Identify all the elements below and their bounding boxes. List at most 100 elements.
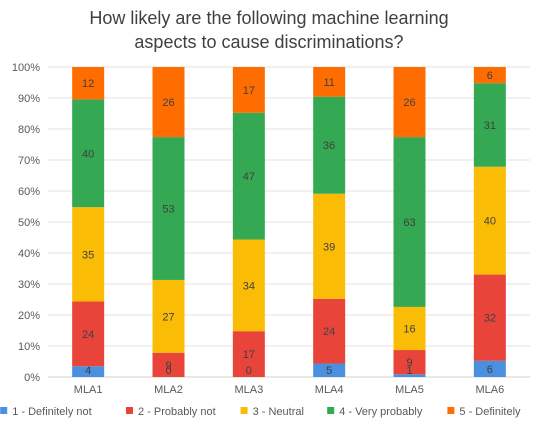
legend-swatch xyxy=(327,407,335,414)
bar-segment xyxy=(473,67,506,84)
bar-segment xyxy=(473,166,506,275)
data-labels: 4243540120927532601734471752439361119166… xyxy=(82,70,496,377)
legend-label: 4 - Very probably xyxy=(339,406,423,418)
data-label: 17 xyxy=(243,349,255,361)
bar-segment xyxy=(72,99,105,208)
bar-segment xyxy=(232,112,265,240)
data-label: 12 xyxy=(82,78,94,90)
x-category-label: MLA2 xyxy=(154,384,183,396)
bars xyxy=(72,67,506,377)
legend-swatch xyxy=(0,407,8,414)
legend-swatch xyxy=(447,407,455,414)
bar-segment xyxy=(393,137,426,307)
data-label: 9 xyxy=(406,357,412,369)
bar-segment xyxy=(72,207,105,302)
bar-segment xyxy=(152,137,185,280)
x-category-label: MLA6 xyxy=(475,384,504,396)
y-tick-label: 30% xyxy=(18,279,40,291)
data-label: 24 xyxy=(323,326,335,338)
bar-segment xyxy=(473,360,506,377)
bar-segment xyxy=(313,96,346,194)
bar-segment xyxy=(393,306,426,351)
bar-segment xyxy=(232,239,265,332)
data-label: 53 xyxy=(162,204,174,216)
bar-segment xyxy=(232,331,265,377)
y-tick-label: 80% xyxy=(18,124,40,136)
y-tick-label: 70% xyxy=(18,155,40,167)
y-tick-label: 20% xyxy=(18,310,40,322)
legend-swatch xyxy=(240,407,248,414)
bar-segment xyxy=(313,298,346,364)
x-category-label: MLA1 xyxy=(74,384,103,396)
data-label: 34 xyxy=(243,280,255,292)
bar-segment xyxy=(72,67,105,100)
bar-segment xyxy=(393,350,426,375)
y-axis-ticks: 0% 10% 20% 30% 40% 50% 60% 70% 80% 90% 100% xyxy=(12,62,40,384)
legend-item: 1 - Definitely not xyxy=(0,406,92,418)
bar-segment xyxy=(313,193,346,299)
y-tick-label: 90% xyxy=(18,93,40,105)
bar-segment xyxy=(72,301,105,367)
legend-label: 3 - Neutral xyxy=(253,406,304,418)
gridlines xyxy=(48,66,530,378)
y-tick-label: 10% xyxy=(18,341,40,353)
x-category-label: MLA4 xyxy=(315,384,344,396)
legend-item: 5 - Definitely xyxy=(447,406,521,418)
data-label: 6 xyxy=(487,70,493,82)
data-label: 0 xyxy=(165,365,171,377)
legend-label: 1 - Definitely not xyxy=(12,406,91,418)
bar-segment xyxy=(232,67,265,113)
data-label: 63 xyxy=(403,217,415,229)
legend-item: 3 - Neutral xyxy=(240,406,304,418)
bar-segment xyxy=(473,274,506,361)
data-label: 9 xyxy=(165,360,171,372)
chart-title-line-2: aspects to cause discriminations? xyxy=(134,32,403,52)
x-category-label: MLA3 xyxy=(234,384,263,396)
legend: 1 - Definitely not 2 - Probably not 3 - Ne… xyxy=(0,406,521,418)
bar-segment xyxy=(313,67,346,97)
data-label: 47 xyxy=(243,171,255,183)
data-label: 16 xyxy=(403,323,415,335)
data-label: 5 xyxy=(326,365,332,377)
bar-segment xyxy=(473,83,506,167)
bar-segment xyxy=(313,363,346,377)
bar-segment xyxy=(393,374,426,377)
legend-swatch xyxy=(126,407,133,414)
data-label: 0 xyxy=(246,365,252,377)
bar-segment xyxy=(72,366,105,377)
legend-label: 5 - Definitely xyxy=(459,406,521,418)
bar-segment xyxy=(152,279,185,353)
y-tick-label: 60% xyxy=(18,186,40,198)
bar-segment xyxy=(393,67,426,138)
bar-segment xyxy=(152,352,185,377)
data-label: 4 xyxy=(85,365,91,377)
data-label: 17 xyxy=(243,85,255,97)
data-label: 27 xyxy=(162,311,174,323)
legend-item: 2 - Probably not xyxy=(126,406,216,418)
data-label: 40 xyxy=(484,216,496,228)
data-label: 36 xyxy=(323,140,335,152)
legend-item: 4 - Very probably xyxy=(327,406,423,418)
data-label: 40 xyxy=(82,148,94,160)
x-category-label: MLA5 xyxy=(395,384,424,396)
legend-label: 2 - Probably not xyxy=(138,406,216,418)
data-label: 31 xyxy=(484,120,496,132)
data-label: 35 xyxy=(82,249,94,261)
data-label: 11 xyxy=(323,77,334,89)
data-label: 6 xyxy=(487,364,493,376)
y-tick-label: 50% xyxy=(18,217,40,229)
y-tick-label: 40% xyxy=(18,248,40,260)
x-axis-categories: MLA1 MLA2 MLA3 MLA4 MLA5 MLA6 xyxy=(74,384,504,396)
data-label: 39 xyxy=(323,241,335,253)
y-tick-label: 100% xyxy=(12,62,40,74)
data-label: 32 xyxy=(484,313,496,325)
y-tick-label: 0% xyxy=(24,372,40,384)
data-label: 1 xyxy=(406,365,412,377)
data-label: 24 xyxy=(82,329,94,341)
data-label: 26 xyxy=(162,97,174,109)
chart-title-line-1: How likely are the following machine lea… xyxy=(89,8,448,28)
bar-segment xyxy=(152,67,185,138)
data-label: 26 xyxy=(403,97,415,109)
